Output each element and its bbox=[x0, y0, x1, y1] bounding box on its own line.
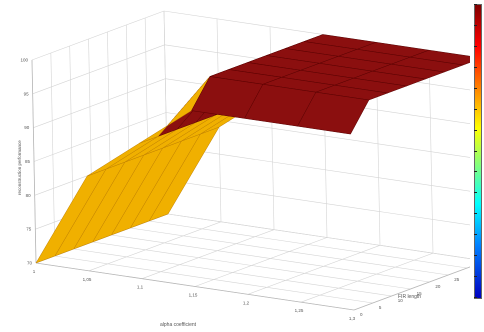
floor-grid-line bbox=[92, 241, 411, 290]
x-tick-label: 1,25 bbox=[295, 308, 304, 313]
axis-edge bbox=[353, 266, 470, 311]
colorbar-tick bbox=[474, 87, 477, 89]
y-tick-label: 15 bbox=[417, 291, 423, 296]
floor-grid-line bbox=[149, 220, 468, 269]
y-tick-label: 5 bbox=[379, 305, 382, 310]
z-tick-label: 80 bbox=[26, 193, 32, 198]
y-axis-label: FIR length bbox=[398, 294, 421, 300]
y-tick-label: 10 bbox=[398, 298, 404, 303]
left-wall-grid-line bbox=[32, 44, 165, 95]
x-tick-label: 1,2 bbox=[243, 300, 250, 305]
left-wall-grid-line bbox=[31, 10, 165, 61]
colorbar-tick bbox=[474, 276, 477, 278]
floor-grid-line bbox=[194, 237, 328, 287]
surface-patch bbox=[297, 91, 370, 135]
back-wall-grid-line bbox=[167, 179, 470, 226]
floor-grid-line bbox=[111, 234, 430, 283]
floor-grid-line bbox=[247, 245, 381, 295]
colorbar-tick bbox=[474, 108, 477, 110]
surface-plot: 11,051,11,151,21,251,3051015202530357075… bbox=[17, 10, 470, 328]
floor-grid-line bbox=[300, 252, 434, 303]
left-wall-grid-line bbox=[33, 78, 166, 128]
colorbar-tick bbox=[474, 297, 477, 298]
colorbar bbox=[474, 4, 482, 299]
colorbar-tick bbox=[474, 66, 477, 68]
y-tick-label: 20 bbox=[435, 284, 441, 289]
floor-grid-line bbox=[73, 248, 392, 297]
colorbar-tick bbox=[474, 150, 477, 152]
floor-grid-line bbox=[167, 213, 470, 259]
colorbar-tick bbox=[474, 255, 477, 257]
axis-edge bbox=[35, 262, 355, 311]
x-tick-label: 1,15 bbox=[189, 293, 198, 298]
tick-labels: 11,051,11,151,21,251,3051015202530357075… bbox=[20, 58, 460, 322]
colorbar-tick bbox=[474, 45, 477, 47]
z-tick-label: 95 bbox=[24, 91, 30, 96]
x-tick-label: 1,05 bbox=[83, 277, 92, 282]
colorbar-gradient bbox=[474, 4, 482, 299]
y-tick-label: 25 bbox=[454, 277, 460, 282]
back-wall-grid-line bbox=[166, 146, 470, 192]
z-tick-label: 100 bbox=[20, 58, 28, 63]
colorbar-tick bbox=[474, 24, 477, 26]
floor-grid-line bbox=[141, 229, 275, 279]
colorbar-tick bbox=[474, 129, 477, 131]
z-tick-label: 90 bbox=[24, 125, 30, 130]
colorbar-tick bbox=[474, 4, 477, 5]
x-tick-label: 1,1 bbox=[137, 285, 144, 290]
surface bbox=[35, 34, 470, 264]
colorbar-tick bbox=[474, 192, 477, 194]
colorbar-tick bbox=[474, 213, 477, 215]
colorbar-tick bbox=[474, 171, 477, 173]
floor-grid-line bbox=[130, 227, 449, 276]
z-tick-label: 85 bbox=[25, 159, 31, 164]
z-tick-label: 70 bbox=[27, 261, 33, 266]
back-wall-grid-line bbox=[167, 213, 470, 259]
left-wall-grid-line bbox=[33, 112, 167, 162]
z-axis-label: reconstruction performance bbox=[17, 140, 22, 195]
y-tick-label: 0 bbox=[360, 312, 363, 317]
floor-grid-line bbox=[54, 255, 373, 304]
x-tick-label: 1,3 bbox=[349, 316, 356, 321]
x-axis-label: alpha coefficient bbox=[160, 322, 197, 328]
z-tick-label: 75 bbox=[26, 227, 32, 232]
x-tick-label: 1 bbox=[33, 269, 36, 274]
floor-grid-line bbox=[88, 221, 222, 272]
axis-edge bbox=[31, 59, 37, 264]
colorbar-tick bbox=[474, 234, 477, 236]
